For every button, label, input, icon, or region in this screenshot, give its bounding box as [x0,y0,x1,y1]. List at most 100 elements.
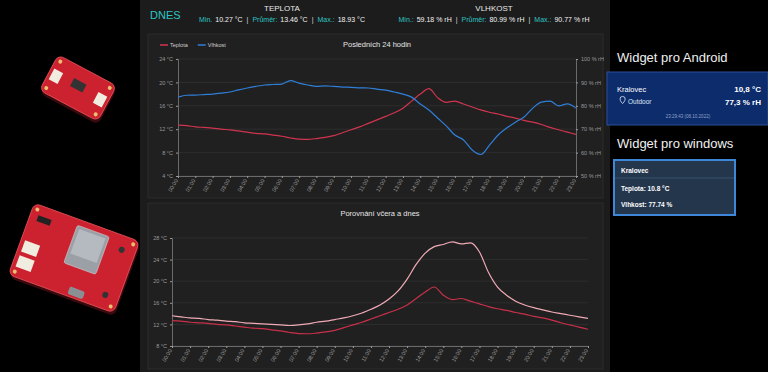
tick-mark [299,176,300,178]
grid-line [172,238,588,239]
tick-mark [479,346,480,348]
grid-line [172,324,588,325]
tick-label: 07:00 [288,178,300,193]
tick-mark [170,303,172,304]
tick-label: 24 °C [159,56,173,62]
board-switch [36,215,51,225]
stat-line: Min.:59.18 % rH|Průměr:80.99 % rH|Max.:9… [399,16,590,24]
tick-mark [281,346,282,348]
tick-label: 06:00 [271,178,283,193]
tick-label: 04:00 [233,348,245,363]
tick-label: 14:00 [409,178,421,193]
chart-title: Posledních 24 hodin [343,40,411,49]
tick-label: 8 °C [156,343,167,349]
widget-place: Outdoor [628,98,652,105]
tick-label: 100 % rH [581,56,604,62]
tick-label: 08:00 [306,348,318,363]
tick-mark [213,176,214,178]
tick: 23:00 [577,346,589,363]
tick-mark [407,346,408,348]
tick-label: 12 °C [159,126,173,132]
stat-value: 18.93 °C [338,16,365,23]
tick: 12 °C [159,126,178,132]
tick-mark [317,346,318,348]
chart-panel [148,203,603,369]
axis-line [179,177,577,179]
tick-mark [265,176,266,178]
dashboard-panel [140,0,610,372]
stat-label: Min.: [399,16,414,23]
tick-mark [282,176,283,178]
x-axis: 00:0001:0002:0003:0004:0005:0006:0007:00… [167,176,577,193]
tick: 20:00 [513,176,525,193]
tick-label: 10:00 [342,348,354,363]
tick-mark [472,176,473,178]
grid [172,238,588,346]
tick-label: 16 °C [159,103,173,109]
tick-label: 23:00 [565,178,577,193]
tick-mark [524,176,525,178]
tick-mark [178,176,179,178]
tick: 10:00 [340,176,352,193]
tick: 05:00 [253,176,265,193]
tick-mark [389,346,390,348]
tick: 21:00 [541,346,553,363]
stat-line: Min.10.27 °C|Průměr:13.46 °C|Max.:18.93 … [199,16,365,24]
y-axis: 4 °C8 °C12 °C16 °C20 °C24 °C [159,56,178,179]
widget-separator [615,178,734,179]
tick-label: 24 °C [153,257,167,263]
tick-mark [335,346,336,348]
background [0,0,768,372]
tick: 8 °C [162,150,178,156]
stat-label: Max.: [534,16,551,23]
line-series [172,287,588,334]
tick-label: 19:00 [496,178,508,193]
tick-mark [262,346,263,348]
tick-label: 22:00 [548,178,560,193]
stat-group-name: VLHKOST [475,4,512,13]
tick: 00:00 [161,346,173,363]
tick: 01:00 [184,176,196,193]
tick-mark [299,346,300,348]
tick: 100 % rH [576,56,604,62]
tick-label: 01:00 [179,348,191,363]
chart-title: Porovnání včera a dnes [340,209,419,218]
widget-timestamp: 23:29:43 (08.10.2022) [666,114,711,119]
tick: 20 °C [159,80,178,86]
tick: 23:00 [565,176,577,193]
tick-label: 22:00 [559,348,571,363]
tick-mark [316,176,317,178]
axis-line [173,347,589,349]
tick-label: 18:00 [487,348,499,363]
tick-mark [403,176,404,178]
header-title: DNES [150,9,181,21]
axis-line [170,239,173,347]
tick-label: 28 °C [153,235,167,241]
grid-line [172,259,588,260]
stat-group-name: TEPLOTA [264,4,301,13]
stat-label: Min. [199,16,212,23]
tick-mark [455,176,456,178]
tick-mark [576,129,578,130]
tick-label: 12:00 [378,348,390,363]
legend: TeplotaVlhkost [160,42,226,48]
tick-mark [425,346,426,348]
tick-mark [176,106,178,107]
tick-label: 06:00 [269,348,281,363]
board-hole [35,207,40,212]
tick-mark [576,59,578,60]
board-hole [107,85,112,90]
tick: 15:00 [432,346,444,363]
tick-mark [443,346,444,348]
tick-mark [176,59,178,60]
canvas: DNES TEPLOTA Min.10.27 °C|Průměr:13.46 °C|… [0,0,768,372]
widget-humidity: 77,3 % rH [725,98,761,107]
tick-label: 80 % rH [581,103,601,109]
tick: 17:00 [461,176,473,193]
tick: 12 °C [153,322,172,328]
tick-label: 14:00 [414,348,426,363]
legend-swatch [160,44,168,46]
board-hole [58,59,63,64]
tick-mark [244,346,245,348]
tick-mark [541,176,542,178]
